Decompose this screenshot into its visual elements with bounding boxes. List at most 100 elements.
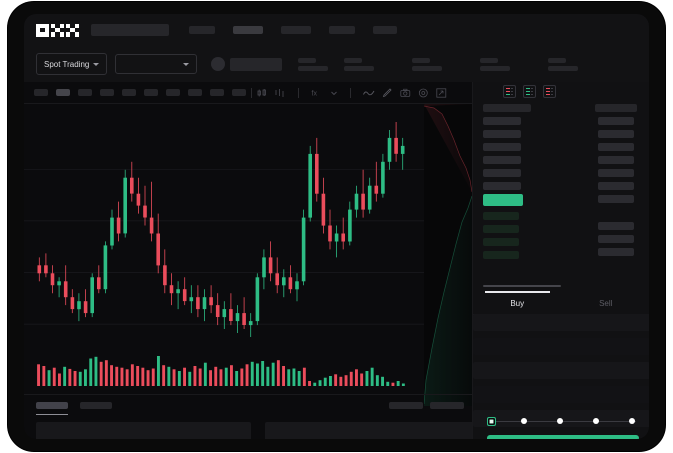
orderbook-column-header-amount xyxy=(595,104,637,112)
orders-card[interactable] xyxy=(36,422,251,439)
nav-link-2[interactable] xyxy=(233,26,263,34)
settings-icon[interactable] xyxy=(418,88,429,98)
stat-label xyxy=(344,57,363,63)
orders-action-2[interactable] xyxy=(430,402,464,409)
orderbook-scrollbar[interactable] xyxy=(483,285,561,287)
slider-step-100[interactable] xyxy=(629,418,635,424)
device-frame: Spot Trading xyxy=(8,2,665,451)
orderbook-ask-price[interactable] xyxy=(483,130,521,138)
nav-link-1[interactable] xyxy=(189,26,215,34)
ticker-stat-4 xyxy=(480,57,511,71)
orderbook-bid-price[interactable] xyxy=(483,212,519,220)
chart-tool-icons: fx xyxy=(257,87,447,98)
volume-chart xyxy=(24,344,424,394)
ticker-stat-2 xyxy=(344,57,375,71)
timeframe-button[interactable] xyxy=(78,89,92,96)
tab-buy[interactable]: Buy xyxy=(473,291,562,314)
okx-logo[interactable] xyxy=(36,23,79,37)
camera-icon[interactable] xyxy=(400,88,411,98)
timeframe-button[interactable] xyxy=(34,89,48,96)
orders-card[interactable] xyxy=(265,422,480,439)
depth-chart-overlay xyxy=(424,104,472,406)
timeframe-button[interactable] xyxy=(166,89,180,96)
chart-toolbar: fx xyxy=(24,82,649,104)
pencil-icon[interactable] xyxy=(382,87,393,98)
slider-step-50[interactable] xyxy=(557,418,563,424)
coin-avatar xyxy=(211,57,226,71)
toolbar-divider xyxy=(251,87,252,98)
orderbook-mode-bids-icon[interactable] xyxy=(523,85,536,98)
total-field[interactable] xyxy=(473,386,649,403)
line-type-icon[interactable] xyxy=(275,88,286,98)
depth-chart-svg xyxy=(424,104,472,406)
orderbook-column-header-price xyxy=(483,104,531,112)
timeframe-button-active[interactable] xyxy=(56,89,70,96)
trading-mode-select[interactable]: Spot Trading xyxy=(36,53,108,75)
timeframe-button[interactable] xyxy=(122,89,136,96)
candlestick-chart-svg xyxy=(24,122,424,337)
chevron-down-icon[interactable] xyxy=(330,89,338,97)
orderbook-ask-price[interactable] xyxy=(483,169,521,177)
stat-label xyxy=(298,57,317,63)
trade-form-fields xyxy=(473,314,649,434)
orders-action-1[interactable] xyxy=(389,402,423,409)
price-field[interactable] xyxy=(473,338,649,355)
okx-logo-o-icon xyxy=(36,23,49,37)
price-chart[interactable] xyxy=(24,104,424,349)
tab-open-orders[interactable] xyxy=(36,402,68,415)
amount-field[interactable] xyxy=(473,362,649,379)
slider-handle[interactable] xyxy=(487,417,496,426)
orderbook-bid-price[interactable] xyxy=(483,225,519,233)
tab-buy-label: Buy xyxy=(510,298,525,308)
timeframe-button[interactable] xyxy=(188,89,202,96)
orderbook-ask-price[interactable] xyxy=(483,117,521,125)
timeframe-button[interactable] xyxy=(232,89,246,96)
slider-track xyxy=(491,421,636,422)
nav-link-4[interactable] xyxy=(329,26,355,34)
nav-link-5[interactable] xyxy=(373,26,397,34)
orders-panel xyxy=(24,394,480,439)
search-input[interactable] xyxy=(91,24,169,36)
slider-step-75[interactable] xyxy=(593,418,599,424)
okx-logo-x-icon xyxy=(66,23,79,37)
orderbook-ask-price[interactable] xyxy=(483,182,521,190)
top-navigation-bar xyxy=(24,14,649,46)
fullscreen-icon[interactable] xyxy=(436,87,447,98)
orderbook-bid-price[interactable] xyxy=(483,251,519,259)
candlestick-icon[interactable] xyxy=(257,88,268,98)
orderbook-ask-price[interactable] xyxy=(483,143,521,151)
timeframe-button[interactable] xyxy=(100,89,114,96)
slider-step-25[interactable] xyxy=(521,418,527,424)
order-book[interactable] xyxy=(473,104,649,289)
tab-sell[interactable]: Sell xyxy=(562,292,650,314)
orderbook-mode-buttons xyxy=(503,85,556,98)
stat-label xyxy=(548,57,567,63)
nav-links xyxy=(189,26,397,34)
orderbook-ask-amount xyxy=(598,182,634,190)
submit-buy-button[interactable] xyxy=(487,435,639,439)
trading-pair-select[interactable] xyxy=(115,54,198,74)
okx-logo-k-icon xyxy=(51,23,64,37)
buy-sell-tabs: Buy Sell xyxy=(473,291,650,315)
timeframe-button[interactable] xyxy=(210,89,224,96)
stat-value xyxy=(344,65,375,71)
tab-label xyxy=(80,402,112,409)
orderbook-ask-amount xyxy=(598,130,634,138)
indicators-icon[interactable]: fx xyxy=(311,88,323,98)
orderbook-last-price[interactable] xyxy=(483,194,523,206)
orderbook-bid-amount xyxy=(598,248,634,256)
tab-order-history[interactable] xyxy=(80,402,112,409)
ticker-stat-1 xyxy=(298,57,329,71)
stat-value xyxy=(298,65,329,71)
orderbook-mode-asks-icon[interactable] xyxy=(543,85,556,98)
orderbook-mode-both-icon[interactable] xyxy=(503,85,516,98)
amount-percent-slider[interactable] xyxy=(487,417,637,427)
timeframe-button[interactable] xyxy=(144,89,158,96)
nav-link-3[interactable] xyxy=(281,26,311,34)
orderbook-ask-amount xyxy=(598,169,634,177)
order-type-field[interactable] xyxy=(473,314,649,331)
orderbook-bid-price[interactable] xyxy=(483,238,519,246)
market-header: Spot Trading xyxy=(24,46,649,82)
orderbook-ask-price[interactable] xyxy=(483,156,521,164)
wave-icon[interactable] xyxy=(363,88,375,98)
